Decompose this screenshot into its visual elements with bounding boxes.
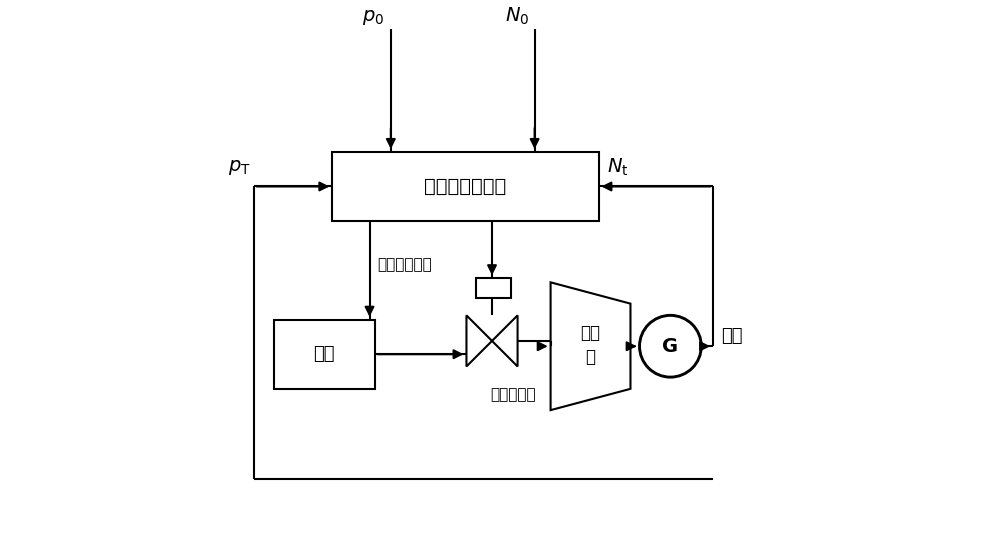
Text: $N_0$: $N_0$ xyxy=(505,5,529,27)
Text: 电网: 电网 xyxy=(721,327,742,345)
Text: 汽轮: 汽轮 xyxy=(581,324,601,342)
Text: $N_{\mathrm{t}}$: $N_{\mathrm{t}}$ xyxy=(607,157,628,178)
Polygon shape xyxy=(466,315,492,366)
Text: 燃料控制指令: 燃料控制指令 xyxy=(378,257,432,273)
Polygon shape xyxy=(492,315,518,366)
Text: $p_0$: $p_0$ xyxy=(362,8,384,27)
Text: 机: 机 xyxy=(586,348,596,366)
Bar xyxy=(274,320,375,389)
Text: $p_{\mathrm{T}}$: $p_{\mathrm{T}}$ xyxy=(228,158,251,177)
Bar xyxy=(476,278,511,298)
Text: 汽轮机调门: 汽轮机调门 xyxy=(491,386,536,402)
Text: G: G xyxy=(662,337,678,356)
Bar xyxy=(332,152,599,221)
Text: 机炉协调控制器: 机炉协调控制器 xyxy=(424,177,507,196)
Text: 锅炉: 锅炉 xyxy=(314,345,335,363)
Circle shape xyxy=(640,315,701,377)
Polygon shape xyxy=(551,282,630,410)
